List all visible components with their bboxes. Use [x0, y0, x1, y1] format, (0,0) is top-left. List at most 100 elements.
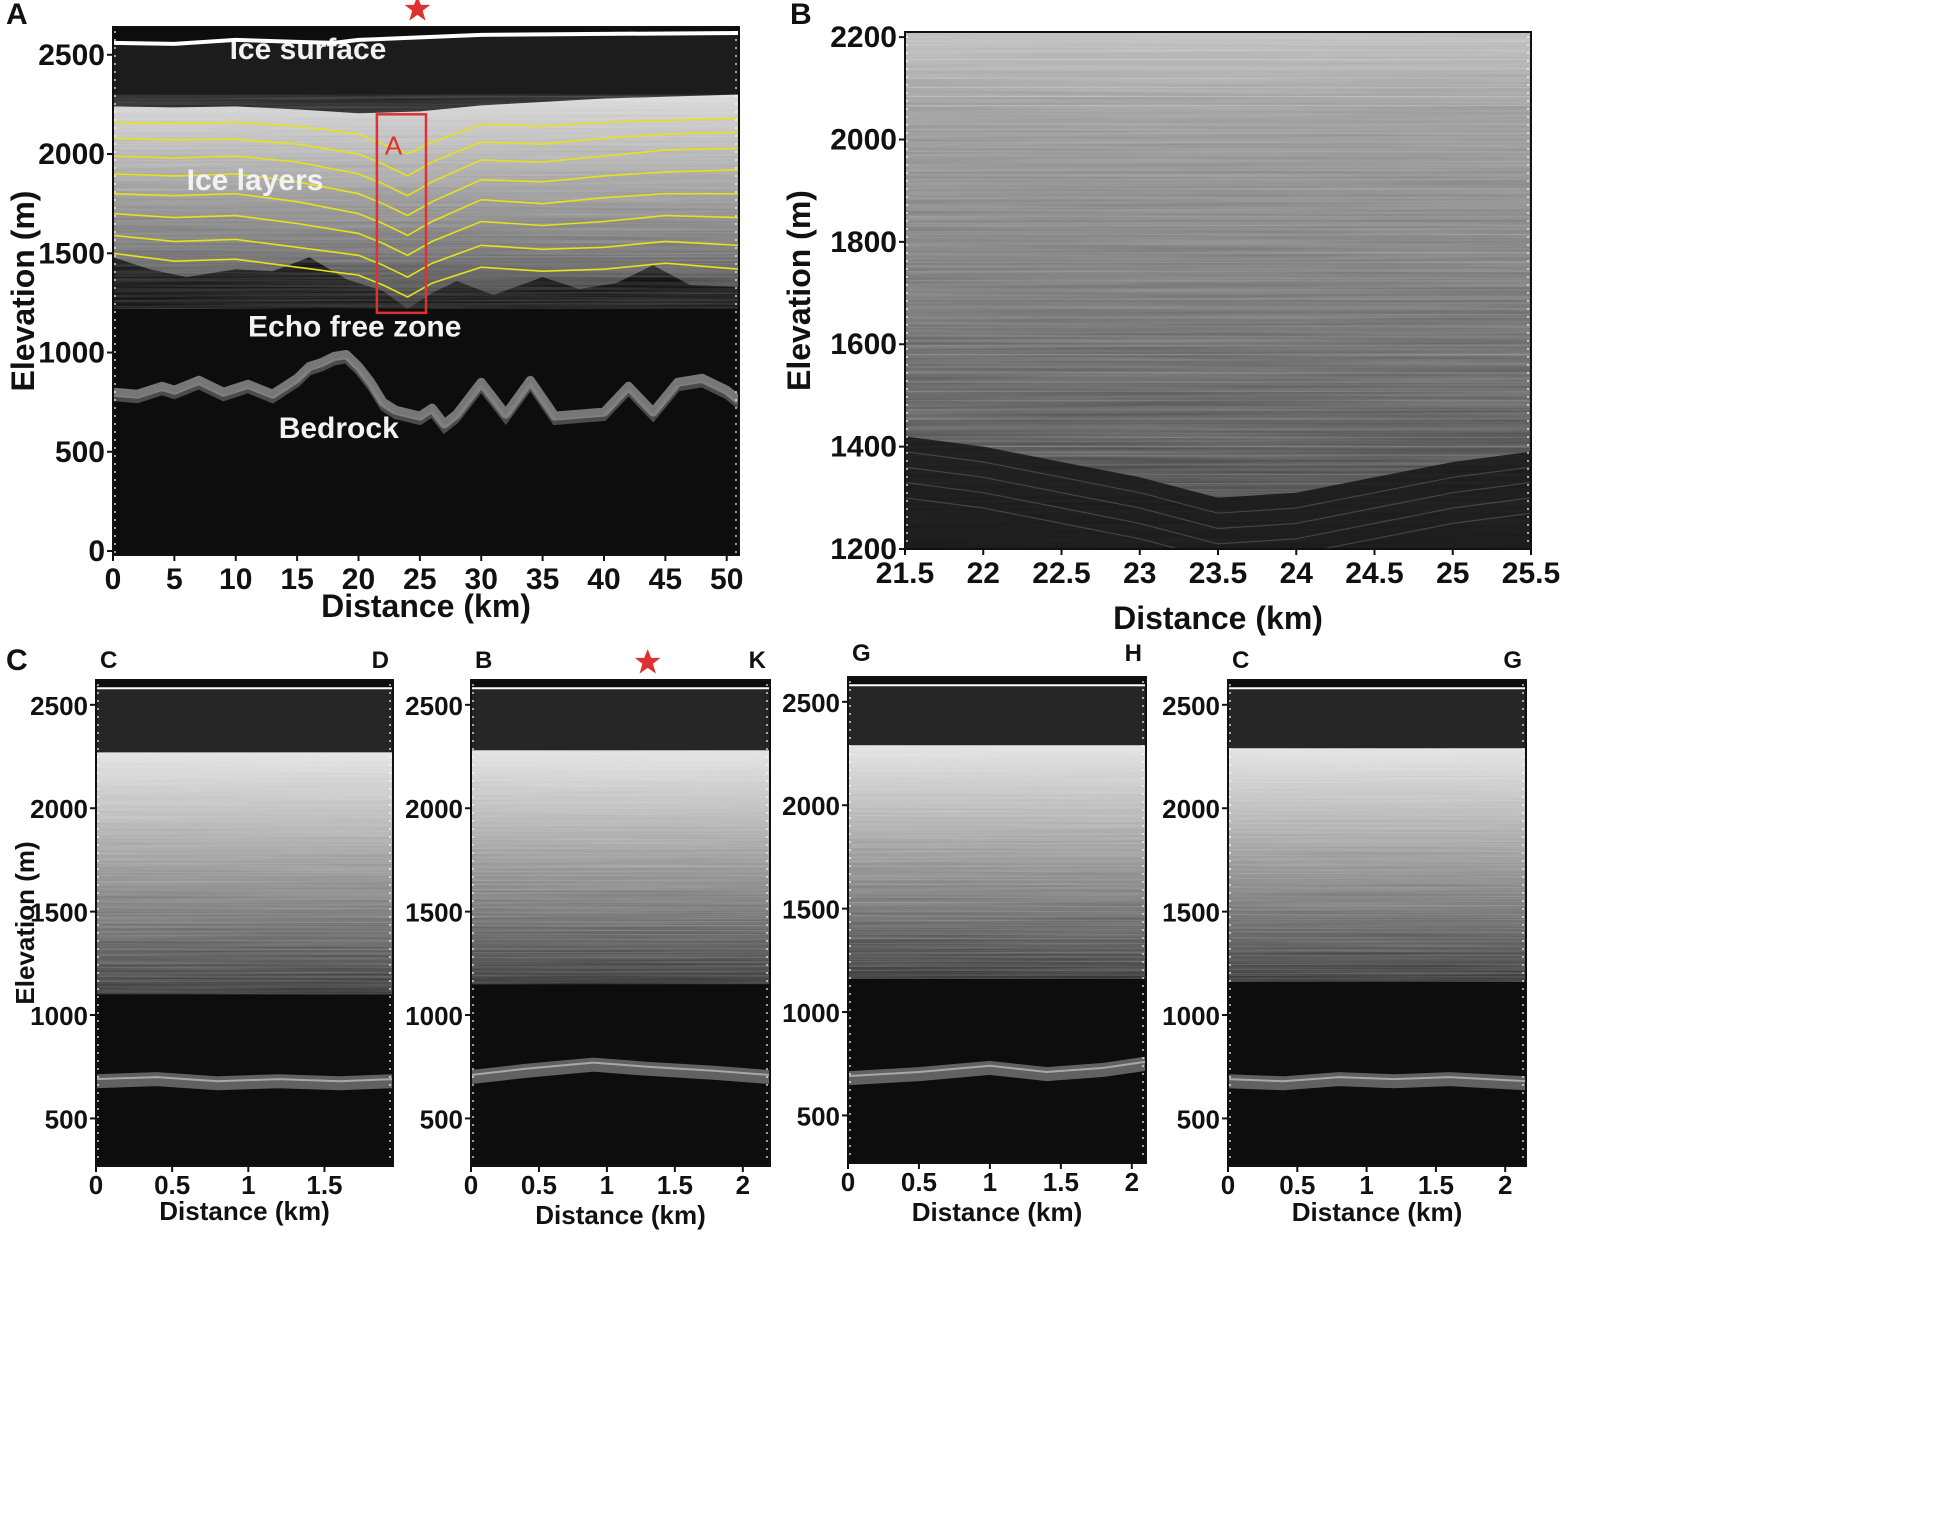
y-tick-label: 500: [797, 1101, 840, 1131]
y-tick-label: 2200: [830, 21, 897, 54]
traced-ice-layer: [113, 147, 739, 197]
x-tick-label: 22: [967, 557, 1000, 590]
x-tick-label: 0.5: [901, 1167, 937, 1197]
x-tick-label: 20: [342, 563, 375, 596]
radargram: A Ice surface Ice layers Echo free zone Bedr…: [113, 27, 739, 555]
x-tick-label: 30: [465, 563, 498, 596]
y-axis-label: Elevation (m): [5, 191, 41, 392]
x-axis-label: Distance (km): [912, 1197, 1083, 1227]
bedrock-echo-top: [848, 1060, 1146, 1078]
y-tick-label: 500: [55, 436, 105, 469]
traced-ice-layer: [113, 192, 739, 237]
y-tick-label: 1000: [782, 998, 840, 1028]
traced-ice-layer: [113, 234, 739, 279]
profile-start-label: B: [475, 647, 492, 674]
y-tick-label: 2000: [38, 138, 105, 171]
feature-annotation: Ice surface: [230, 33, 387, 66]
x-tick-label: 40: [587, 563, 620, 596]
x-tick-label: 22.5: [1032, 557, 1090, 590]
x-tick-label: 35: [526, 563, 559, 596]
x-tick-label: 25: [403, 563, 436, 596]
plot-frame: [847, 676, 1147, 1164]
y-tick-label: 500: [420, 1104, 463, 1134]
bedrock-echo: [1228, 1072, 1526, 1091]
y-tick-label: 2000: [30, 794, 88, 824]
y-tick-label: 2000: [1162, 794, 1220, 824]
bedrock-echo-top: [1228, 1076, 1526, 1083]
x-tick-label: 45: [649, 563, 682, 596]
x-tick-label: 10: [219, 563, 252, 596]
profile-end-label: H: [1125, 640, 1142, 667]
profile-start-label: G: [852, 640, 871, 667]
feature-annotation: Bedrock: [279, 412, 399, 445]
air-layer: [113, 33, 739, 114]
y-axis-label: Elevation (m): [781, 190, 817, 391]
y-tick-label: 1000: [30, 1001, 88, 1031]
bedrock-echo-top: [471, 1061, 770, 1076]
x-tick-label: 1: [600, 1170, 614, 1200]
air-layer: [848, 685, 1146, 746]
y-tick-label: 2500: [30, 691, 88, 721]
y-tick-label: 2000: [782, 791, 840, 821]
y-tick-label: 2500: [405, 691, 463, 721]
bedrock-echo: [471, 1057, 770, 1085]
x-tick-label: 1.5: [1043, 1167, 1079, 1197]
y-tick-label: 1600: [830, 328, 897, 361]
x-tick-label: 1: [1359, 1170, 1373, 1200]
y-axis-label: Elevation (m): [10, 841, 40, 1004]
profile-start-label: C: [100, 647, 117, 674]
x-axis-label: Distance (km): [159, 1196, 330, 1226]
x-tick-label: 0.5: [521, 1170, 557, 1200]
feature-annotation: Echo free zone: [248, 311, 461, 344]
y-tick-label: 1800: [830, 226, 897, 259]
x-tick-label: 5: [166, 563, 183, 596]
y-tick-label: 500: [1177, 1104, 1220, 1134]
air-layer: [1228, 688, 1526, 749]
x-axis-label: Distance (km): [535, 1200, 706, 1230]
plot-frame: [112, 26, 740, 556]
ice-layer-texture: [1228, 748, 1526, 982]
x-tick-label: 23.5: [1189, 557, 1247, 590]
ice-layer-texture: [848, 745, 1146, 979]
profile-start-label: C: [1232, 647, 1249, 674]
radargram: [848, 677, 1146, 1163]
panel-a: A Ice surface Ice layers Echo free zone Bedr…: [5, 0, 743, 624]
y-tick-label: 1400: [830, 431, 897, 464]
y-tick-label: 2500: [782, 688, 840, 718]
x-tick-label: 1.5: [657, 1170, 693, 1200]
x-tick-label: 0: [1221, 1170, 1235, 1200]
deep-layer-streak: [905, 466, 1531, 530]
y-tick-label: 1200: [830, 533, 897, 566]
x-tick-label: 0: [105, 563, 122, 596]
bedrock-echo-shadow: [113, 357, 739, 435]
panel-c1: 0 0.5 1 1.5 500 1000 1500 2000 2500 Distance (km)…: [6, 644, 394, 1226]
x-tick-label: 24.5: [1345, 557, 1403, 590]
x-tick-label: 0.5: [154, 1170, 190, 1200]
bedrock-echo-top: [96, 1076, 393, 1083]
y-tick-label: 1500: [782, 895, 840, 925]
x-tick-label: 1: [241, 1170, 255, 1200]
traced-ice-layer: [113, 117, 739, 155]
x-tick-label: 24: [1280, 557, 1314, 590]
ice-surface-line: [112, 31, 740, 46]
y-tick-label: 1000: [405, 1001, 463, 1031]
profile-end-label: K: [749, 647, 767, 674]
x-axis-label: Distance (km): [1113, 600, 1323, 636]
radargram: [905, 32, 1531, 549]
x-tick-label: 25: [1436, 557, 1469, 590]
x-tick-label: 2: [1498, 1170, 1512, 1200]
y-tick-label: 2500: [38, 39, 105, 72]
x-tick-label: 0: [89, 1170, 103, 1200]
air-layer: [471, 688, 770, 751]
x-tick-label: 1.5: [1418, 1170, 1454, 1200]
plot-frame: [95, 679, 394, 1167]
y-tick-label: 1500: [30, 898, 88, 928]
deep-layer-streak: [905, 497, 1531, 549]
y-tick-label: 1500: [405, 898, 463, 928]
x-tick-label: 0: [464, 1170, 478, 1200]
x-tick-label: 2: [736, 1170, 750, 1200]
y-tick-label: 2000: [405, 794, 463, 824]
